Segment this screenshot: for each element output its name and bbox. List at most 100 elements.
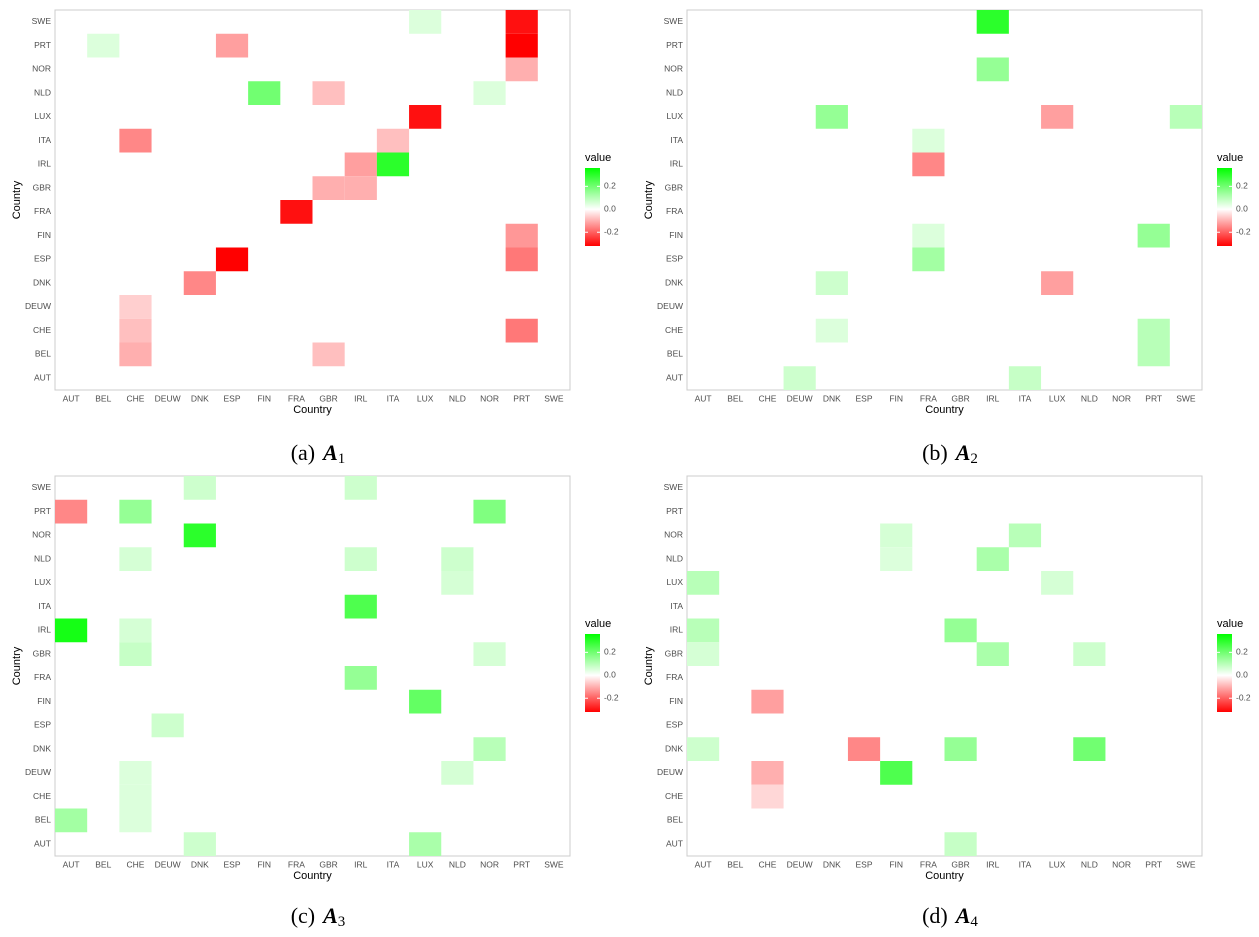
heatmap-cell — [751, 689, 784, 714]
heatmap-cell — [344, 547, 377, 571]
x-tick-label: IRL — [986, 393, 1000, 403]
heatmap-cell — [880, 761, 913, 785]
heatmap-cell — [847, 737, 881, 761]
y-tick-label: FIN — [669, 696, 683, 706]
legend-tick-label: 0.2 — [604, 181, 616, 191]
x-tick-label: PRT — [513, 859, 530, 869]
heatmap-cell — [119, 342, 152, 367]
x-tick-label: SWE — [1176, 859, 1196, 869]
x-tick-label: FRA — [288, 859, 305, 869]
heatmap-cell — [215, 33, 249, 58]
y-tick-label: DNK — [665, 277, 683, 287]
x-tick-label: NOR — [480, 859, 499, 869]
heatmap-cell — [687, 642, 720, 666]
y-tick-label: IRL — [38, 625, 52, 635]
heatmap-cell — [119, 499, 152, 524]
x-tick-label: SWE — [1176, 393, 1196, 403]
x-tick-label: DNK — [823, 393, 841, 403]
heatmap-cell — [87, 33, 120, 58]
legend-tick-label: 0.2 — [1236, 181, 1248, 191]
x-tick-label: ESP — [856, 859, 873, 869]
y-tick-label: FRA — [34, 672, 51, 682]
y-tick-label: DNK — [33, 277, 51, 287]
heatmap-cell — [409, 832, 442, 856]
legend-title: value — [585, 618, 611, 630]
caption-label: (b) — [922, 440, 948, 465]
heatmap-cell — [409, 105, 442, 129]
caption-subscript: 1 — [338, 451, 346, 467]
heatmap-cell — [1008, 366, 1042, 390]
y-axis-title: Country — [643, 180, 655, 219]
caption: (a) A1 — [291, 440, 346, 467]
y-tick-label: NLD — [666, 553, 683, 563]
heatmap-cell — [1041, 571, 1074, 595]
y-tick-label: NOR — [32, 530, 51, 540]
heatmap-cell — [687, 737, 720, 761]
y-tick-label: DNK — [665, 743, 683, 753]
x-axis-title: Country — [925, 870, 964, 882]
heatmap-cell — [505, 10, 538, 34]
heatmap-cell — [473, 737, 506, 761]
y-tick-label: DEUW — [25, 301, 51, 311]
x-tick-label: DNK — [191, 393, 209, 403]
heatmap-cell — [751, 784, 784, 809]
x-tick-label: DEUW — [787, 393, 813, 403]
heatmap-cell — [119, 642, 152, 666]
x-tick-label: DEUW — [787, 859, 813, 869]
y-tick-label: ITA — [38, 135, 51, 145]
heatmap-cell — [944, 737, 977, 761]
x-tick-label: ITA — [1019, 859, 1032, 869]
caption-label: (a) — [291, 440, 315, 465]
y-tick-label: ESP — [666, 254, 683, 264]
x-tick-label: ESP — [224, 859, 241, 869]
heatmap-cell — [944, 618, 977, 643]
heatmap-cell — [183, 476, 216, 500]
x-tick-label: LUX — [1049, 393, 1066, 403]
caption-subscript: 4 — [970, 914, 978, 930]
heatmap-cell — [880, 523, 913, 548]
x-tick-label: LUX — [417, 859, 434, 869]
y-tick-label: FRA — [666, 206, 683, 216]
y-tick-label: NLD — [666, 87, 683, 97]
heatmap-cell — [344, 152, 377, 177]
heatmap-cell — [944, 832, 977, 856]
legend-title: value — [1217, 152, 1243, 164]
plot-panel — [686, 9, 1203, 391]
heatmap-cell — [751, 761, 784, 785]
heatmap-cell — [55, 808, 88, 833]
legend-title: value — [585, 152, 611, 164]
x-tick-label: AUT — [63, 859, 80, 869]
x-tick-label: ESP — [856, 393, 873, 403]
x-tick-label: BEL — [727, 393, 743, 403]
heatmap-cell — [880, 547, 913, 571]
y-tick-label: PRT — [34, 40, 51, 50]
y-tick-label: PRT — [666, 506, 683, 516]
y-tick-label: IRL — [670, 625, 684, 635]
heatmap-cell — [912, 152, 945, 177]
y-tick-label: CHE — [665, 325, 683, 335]
heatmap-cell — [55, 618, 88, 643]
x-tick-label: DNK — [823, 859, 841, 869]
y-tick-label: BEL — [35, 815, 51, 825]
caption-symbol: A — [321, 903, 338, 928]
y-tick-label: AUT — [34, 838, 51, 848]
heatmap-cell — [183, 271, 216, 295]
legend-tick-label: 0.0 — [604, 204, 616, 214]
y-tick-label: IRL — [670, 159, 684, 169]
x-tick-label: PRT — [1145, 859, 1162, 869]
y-tick-label: BEL — [667, 815, 683, 825]
heatmap-cell — [344, 666, 377, 690]
y-tick-label: SWE — [664, 482, 684, 492]
x-tick-label: CHE — [758, 393, 776, 403]
heatmap-cell — [505, 318, 538, 343]
heatmap-cell — [1137, 342, 1170, 367]
x-tick-label: CHE — [126, 859, 144, 869]
heatmap-cell — [119, 761, 152, 785]
x-tick-label: FRA — [920, 393, 937, 403]
y-tick-label: FRA — [666, 672, 683, 682]
y-tick-label: DNK — [33, 743, 51, 753]
heatmap-cell — [505, 223, 538, 248]
x-tick-label: LUX — [417, 393, 434, 403]
y-tick-label: LUX — [34, 577, 51, 587]
